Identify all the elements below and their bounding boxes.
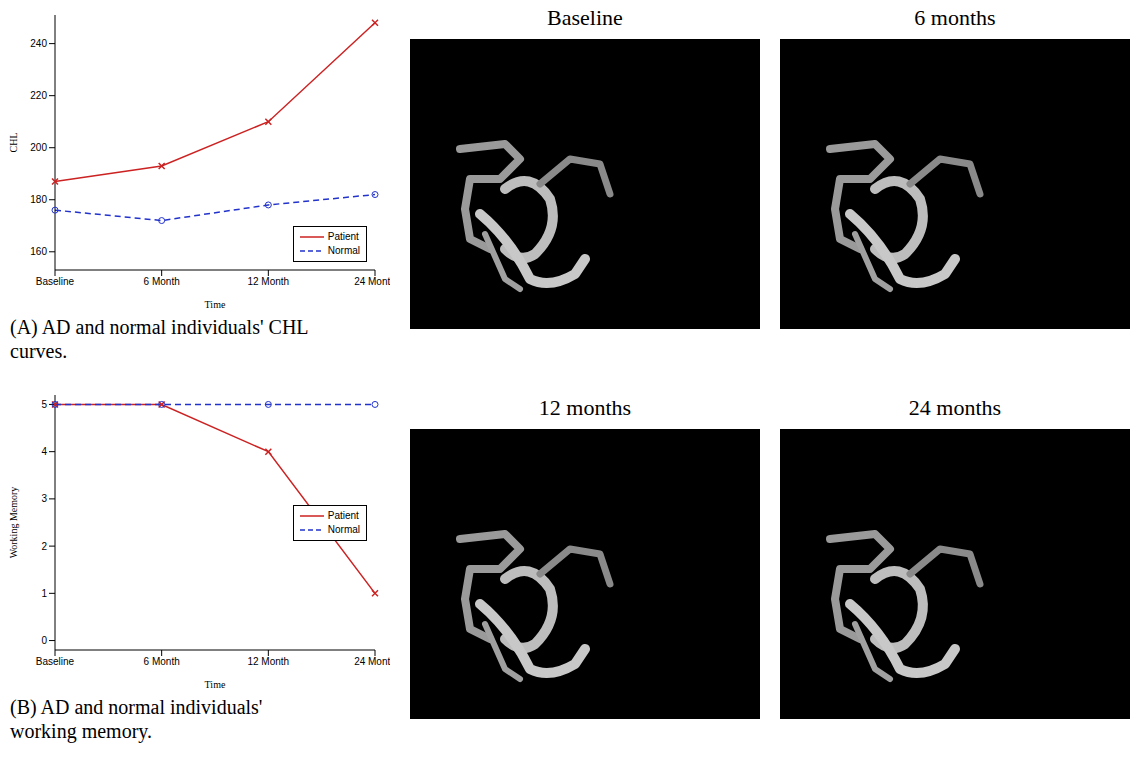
svg-text:Baseline: Baseline bbox=[36, 656, 75, 667]
html-text:6 months: 6 months bbox=[914, 5, 996, 30]
svg-text:200: 200 bbox=[30, 142, 47, 153]
svg-text:CHL: CHL bbox=[8, 133, 19, 153]
svg-text:6 Month: 6 Month bbox=[144, 276, 180, 287]
svg-text:12 Month: 12 Month bbox=[247, 276, 289, 287]
svg-text:Baseline: Baseline bbox=[36, 276, 75, 287]
svg-text:6 Month: 6 Month bbox=[144, 656, 180, 667]
svg-text:180: 180 bbox=[30, 194, 47, 205]
html-text:Patient: Patient bbox=[327, 231, 359, 242]
html-text:24 months: 24 months bbox=[908, 395, 1002, 420]
html-text:(B) AD and normal individuals': (B) AD and normal individuals' working m… bbox=[10, 696, 263, 742]
html-text:Baseline: Baseline bbox=[547, 5, 623, 30]
svg-text:Time: Time bbox=[205, 679, 226, 690]
svg-text:4: 4 bbox=[41, 446, 47, 457]
svg-text:1: 1 bbox=[41, 588, 47, 599]
svg-text:5: 5 bbox=[41, 399, 47, 410]
svg-text:24 Month: 24 Month bbox=[354, 656, 390, 667]
svg-text:220: 220 bbox=[30, 90, 47, 101]
html-text:Normal: Normal bbox=[327, 523, 360, 535]
svg-text:24 Month: 24 Month bbox=[354, 276, 390, 287]
svg-text:2: 2 bbox=[41, 541, 47, 552]
html-text:(A) AD and normal individuals': (A) AD and normal individuals' CHL curve… bbox=[10, 316, 308, 362]
svg-text:160: 160 bbox=[30, 246, 47, 257]
svg-text:240: 240 bbox=[30, 38, 47, 49]
html-text:12 months: 12 months bbox=[538, 395, 632, 420]
svg-text:0: 0 bbox=[41, 635, 47, 646]
svg-text:3: 3 bbox=[41, 493, 47, 504]
svg-text:Working Memory: Working Memory bbox=[8, 487, 19, 559]
html-text:Patient: Patient bbox=[327, 509, 359, 521]
html-text:Normal: Normal bbox=[327, 245, 360, 256]
svg-text:12 Month: 12 Month bbox=[247, 656, 289, 667]
svg-text:Time: Time bbox=[205, 299, 226, 310]
